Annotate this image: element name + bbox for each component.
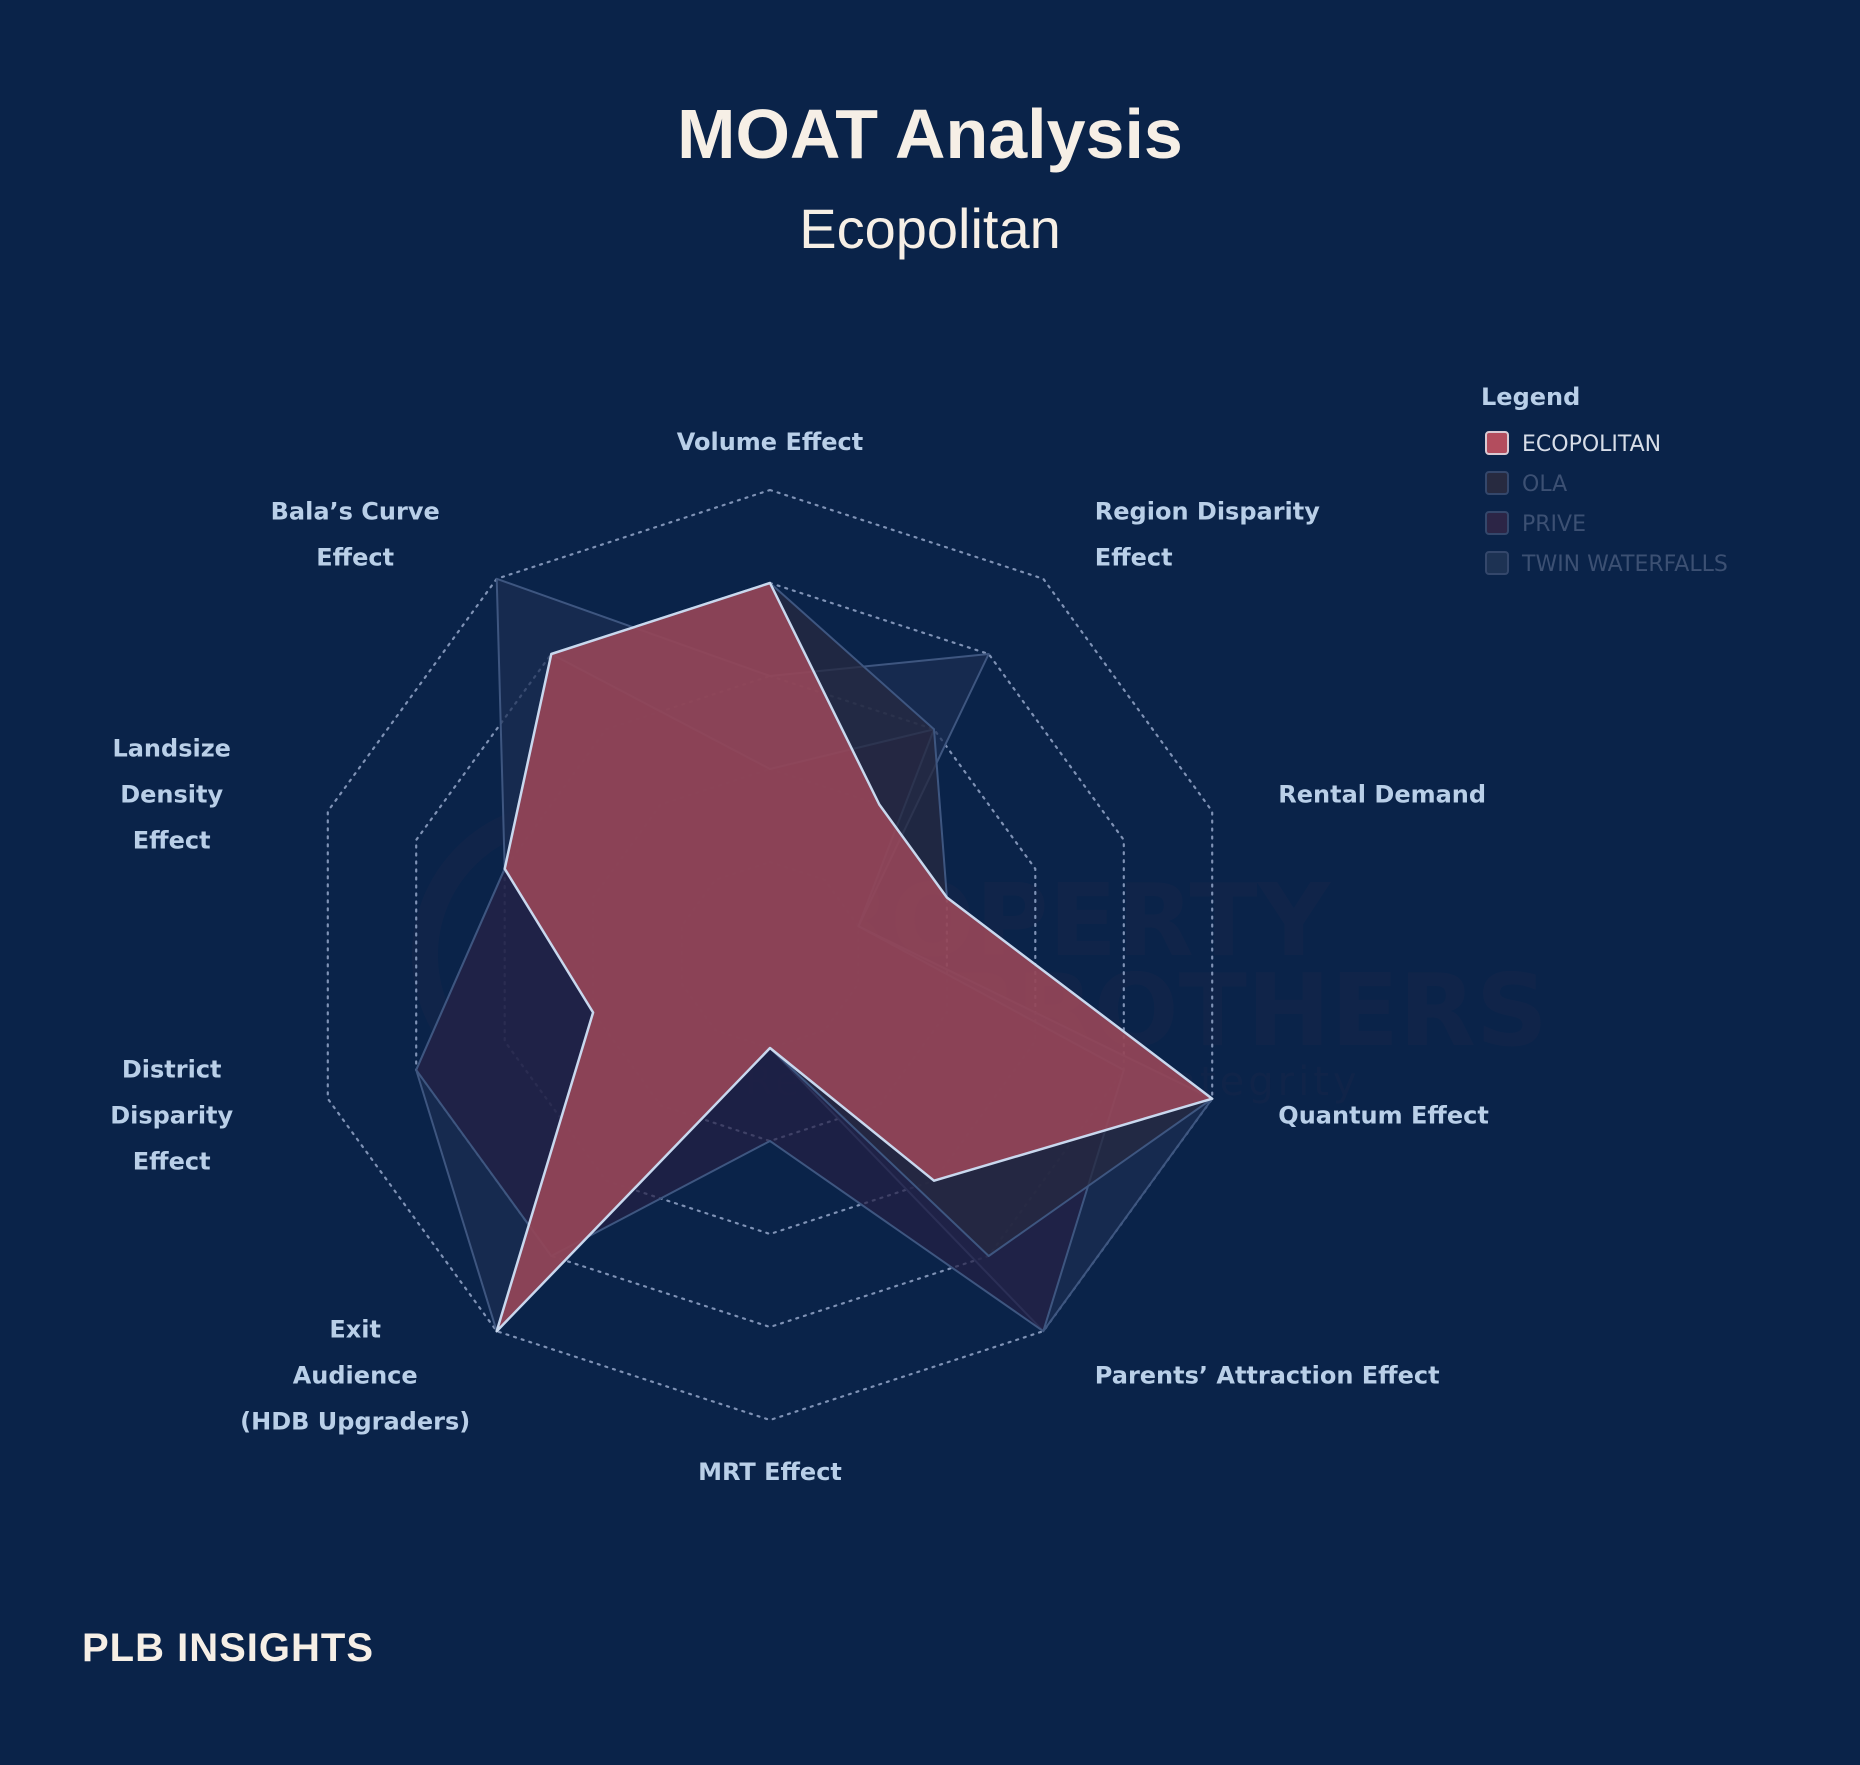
legend-swatch-twin-waterfalls[interactable] (1485, 551, 1509, 575)
brand-logo: PLB INSIGHTS (82, 1626, 375, 1670)
axis-label-6: Exit Audience (HDB Upgraders) (240, 1316, 470, 1436)
chart-title: MOAT Analysis (677, 95, 1183, 173)
axis-label-line: Effect (316, 543, 394, 571)
axis-label-line: Effect (1095, 543, 1173, 571)
grid-ring-5 (326, 488, 1214, 1422)
axis-label-line: Disparity (110, 1102, 233, 1130)
axis-label-line: Effect (133, 826, 211, 854)
axis-label-line: Exit (329, 1316, 381, 1344)
grid-ring-3 (503, 674, 1037, 1236)
axis-label-line: Region Disparity (1095, 497, 1320, 525)
axis-label-line: Rental Demand (1278, 780, 1486, 808)
legend-title: Legend (1481, 383, 1580, 411)
axis-label-line: Quantum Effect (1278, 1102, 1489, 1130)
legend-label-twin-waterfalls[interactable]: TWIN WATERFALLS (1521, 552, 1728, 577)
legend-swatch-ola[interactable] (1485, 471, 1509, 495)
axis-label-0: Volume Effect (677, 428, 864, 456)
axis-labels: Volume Effect Region Disparity Effect Renta… (110, 428, 1489, 1486)
axis-label-line: Parents’ Attraction Effect (1095, 1362, 1440, 1390)
axis-label-line: (HDB Upgraders) (240, 1408, 470, 1436)
axis-label-7: District Disparity Effect (110, 1056, 233, 1176)
axis-label-4: Parents’ Attraction Effect (1095, 1362, 1440, 1390)
legend-swatch-ecopolitan[interactable] (1485, 431, 1509, 455)
chart-subtitle: Ecopolitan (799, 197, 1061, 260)
axis-label-line: MRT Effect (698, 1458, 842, 1486)
axis-label-1: Region Disparity Effect (1095, 497, 1320, 571)
axis-label-line: Density (120, 780, 223, 808)
axis-label-9: Bala’s Curve Effect (271, 497, 440, 571)
axis-label-line: Effect (133, 1148, 211, 1176)
axis-label-line: Landsize (112, 734, 231, 762)
axis-label-line: District (122, 1056, 222, 1084)
legend-label-ecopolitan[interactable]: ECOPOLITAN (1522, 432, 1661, 457)
legend-label-prive[interactable]: PRIVE (1522, 512, 1586, 537)
axis-label-8: Landsize Density Effect (112, 734, 231, 854)
axis-label-line: Audience (293, 1362, 418, 1390)
axis-label-2: Rental Demand (1278, 780, 1486, 808)
legend: Legend ECOPOLITAN OLA PRIVE TWIN WATERFALLS (1481, 383, 1728, 577)
axis-label-line: Bala’s Curve (271, 497, 440, 525)
grid-ring-4 (415, 581, 1125, 1329)
axis-label-3: Quantum Effect (1278, 1102, 1489, 1130)
radar-series (415, 577, 1214, 1333)
axis-label-5: MRT Effect (698, 1458, 842, 1486)
legend-label-ola[interactable]: OLA (1522, 472, 1567, 497)
axis-label-line: Volume Effect (677, 428, 864, 456)
series-ecopolitan (495, 581, 1214, 1333)
legend-swatch-prive[interactable] (1485, 511, 1509, 535)
